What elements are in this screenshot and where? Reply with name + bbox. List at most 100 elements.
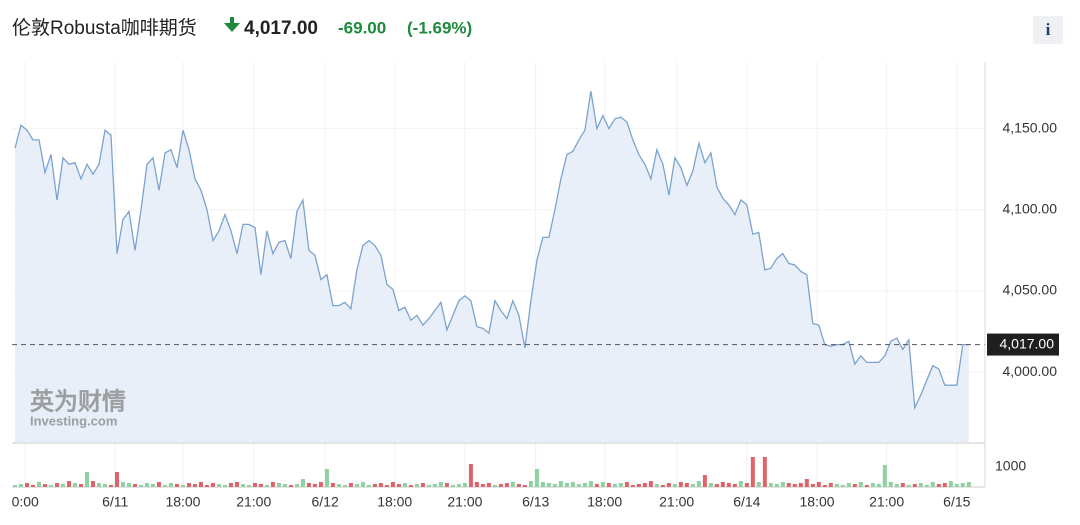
volume-bar [102, 484, 107, 487]
volume-bar [660, 485, 665, 487]
volume-bar [444, 483, 449, 487]
volume-bar [546, 483, 551, 487]
price-change-pct: (-1.69%) [407, 18, 472, 37]
volume-bar [60, 484, 65, 487]
volume-bar [894, 484, 899, 487]
volume-bar [288, 485, 293, 487]
volume-bar [600, 482, 605, 487]
volume-bar [918, 483, 923, 487]
volume-bar [228, 483, 233, 487]
volume-bar [552, 484, 557, 487]
volume-bar [252, 483, 257, 487]
volume-bar [888, 482, 893, 487]
volume-bar [702, 475, 707, 487]
volume-bar [882, 465, 887, 487]
volume-bar [606, 483, 611, 487]
volume-bar [120, 482, 125, 487]
volume-bar [954, 484, 959, 487]
x-tick-label: 6/11 [102, 494, 128, 510]
volume-bar [738, 481, 743, 487]
info-icon[interactable]: i [1046, 20, 1051, 39]
volume-bar [144, 483, 149, 487]
volume-bar [924, 485, 929, 487]
volume-bar [570, 482, 575, 487]
volume-bar [282, 484, 287, 487]
volume-bar [132, 484, 137, 487]
volume-bar [312, 484, 317, 487]
volume-bar [846, 483, 851, 487]
volume-bar [594, 484, 599, 487]
volume-bar [810, 484, 815, 487]
volume-bar [654, 484, 659, 487]
volume-bar [264, 485, 269, 487]
volume-bar [270, 482, 275, 487]
x-tick-label: 18:00 [800, 494, 835, 510]
volume-bar [870, 483, 875, 487]
volume-bar [30, 485, 35, 487]
volume-bar [726, 483, 731, 487]
volume-bar [222, 485, 227, 487]
last-price-box [987, 333, 1059, 356]
volume-bar [612, 484, 617, 487]
volume-bar [114, 472, 119, 487]
volume-bar [474, 482, 479, 487]
volume-bar [720, 482, 725, 487]
volume-bar [876, 484, 881, 487]
volume-bar [732, 484, 737, 487]
volume-bar [534, 469, 539, 487]
volume-bar [690, 484, 695, 487]
volume-bar [330, 483, 335, 487]
volume-bar [936, 484, 941, 487]
volume-bar [516, 484, 521, 487]
x-tick-label: 21:00 [447, 494, 482, 510]
volume-bar [216, 484, 221, 487]
volume-bar [18, 484, 23, 487]
volume-bar [318, 482, 323, 487]
volume-bar [234, 482, 239, 487]
volume-bar [696, 481, 701, 487]
volume-bar [258, 484, 263, 487]
volume-bar [84, 472, 89, 487]
volume-bar [528, 481, 533, 487]
volume-bar [840, 485, 845, 487]
chart-title: 伦敦Robusta咖啡期货 [12, 17, 197, 39]
volume-bar [486, 483, 491, 487]
volume-bar [198, 482, 203, 487]
volume-bar [684, 483, 689, 487]
volume-bar [966, 482, 971, 487]
volume-bar [624, 482, 629, 487]
volume-bar [672, 484, 677, 487]
volume-bar [960, 483, 965, 487]
volume-bar [336, 484, 341, 487]
volume-bar [414, 484, 419, 487]
volume-bar [576, 484, 581, 487]
volume-bar [24, 483, 29, 487]
info-button[interactable] [1033, 16, 1063, 44]
volume-bar [540, 482, 545, 487]
volume-bar [432, 484, 437, 487]
x-tick-label: 6/15 [943, 494, 970, 510]
volume-bar [72, 483, 77, 487]
volume-bar [192, 484, 197, 487]
volume-bar [276, 483, 281, 487]
area-fill [15, 91, 969, 442]
volume-bar [390, 482, 395, 487]
volume-bar [96, 483, 101, 487]
volume-bar [48, 485, 53, 487]
watermark-cn: 英为财情 [30, 388, 126, 415]
volume-bar [744, 483, 749, 487]
volume-bar [786, 483, 791, 487]
volume-bar [900, 483, 905, 487]
volume-bar [480, 484, 485, 487]
volume-bar [306, 483, 311, 487]
volume-bar [522, 485, 527, 487]
volume-bar [468, 464, 473, 487]
volume-bar [150, 484, 155, 487]
volume-bar [648, 481, 653, 487]
y-tick-label: 4,050.00 [1003, 282, 1058, 298]
y-tick-label: 4,100.00 [1003, 200, 1058, 216]
volume-bar [750, 457, 755, 487]
volume-bar [402, 483, 407, 487]
price-line [14, 91, 969, 411]
